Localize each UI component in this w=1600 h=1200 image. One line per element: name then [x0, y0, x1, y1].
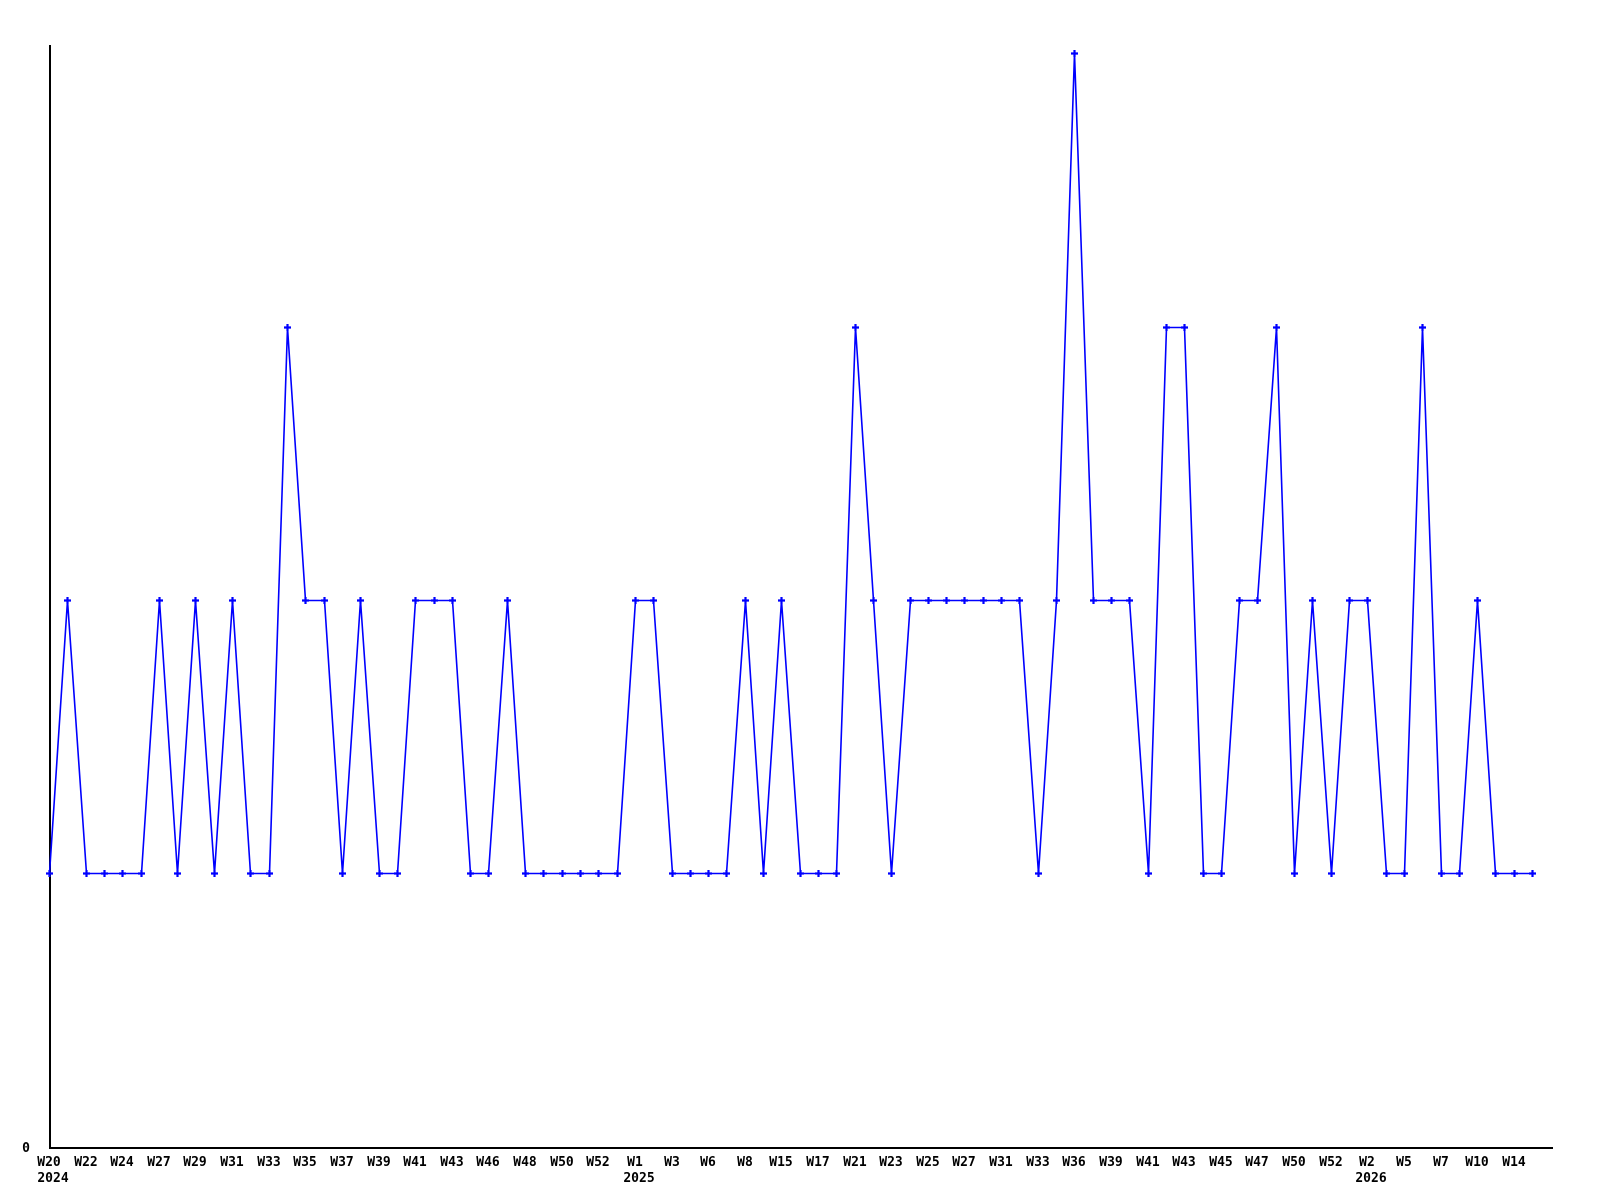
axis-lines: [49, 45, 1553, 1149]
x-tick-label: W47: [1245, 1155, 1268, 1170]
x-tick-label: W43: [1172, 1155, 1195, 1170]
x-tick-label: W21: [843, 1155, 867, 1170]
x-tick-label: W24: [110, 1155, 134, 1170]
x-tick-label: W25: [916, 1155, 939, 1170]
x-tick-label: W33: [1026, 1155, 1049, 1170]
x-tick-label: W1: [627, 1155, 643, 1170]
x-tick-label: W46: [476, 1155, 500, 1170]
data-point-markers: [46, 50, 1536, 877]
x-tick-label: W8: [737, 1155, 753, 1170]
year-label: 2026: [1355, 1171, 1386, 1186]
x-tick-label: W6: [700, 1155, 716, 1170]
x-tick-label: W45: [1209, 1155, 1232, 1170]
year-label: 2024: [37, 1171, 68, 1186]
data-polyline: [48, 53, 1533, 875]
x-tick-label: W36: [1062, 1155, 1086, 1170]
x-tick-label: W2: [1359, 1155, 1375, 1170]
x-tick-label: W17: [806, 1155, 829, 1170]
x-tick-label: W52: [586, 1155, 609, 1170]
x-tick-label: W20: [37, 1155, 61, 1170]
x-tick-label: W31: [220, 1155, 244, 1170]
year-label: 2025: [623, 1171, 654, 1186]
x-tick-label: W37: [330, 1155, 353, 1170]
x-tick-label: W39: [1099, 1155, 1122, 1170]
x-tick-label: W31: [989, 1155, 1013, 1170]
y-zero-label: 0: [22, 1141, 30, 1156]
x-tick-label: W35: [293, 1155, 316, 1170]
x-tick-label: W15: [769, 1155, 792, 1170]
x-tick-label: W33: [257, 1155, 280, 1170]
x-tick-label: W22: [74, 1155, 97, 1170]
x-tick-label: W3: [664, 1155, 680, 1170]
x-tick-label: W7: [1433, 1155, 1449, 1170]
x-tick-label: W5: [1396, 1155, 1412, 1170]
x-tick-label: W29: [183, 1155, 206, 1170]
x-tick-label: W43: [440, 1155, 463, 1170]
x-tick-label: W27: [952, 1155, 975, 1170]
x-tick-label: W48: [513, 1155, 537, 1170]
x-tick-label: W27: [147, 1155, 170, 1170]
x-tick-label: W52: [1319, 1155, 1342, 1170]
x-tick-label: W23: [879, 1155, 902, 1170]
x-tick-label: W14: [1502, 1155, 1526, 1170]
x-tick-label: W50: [1282, 1155, 1306, 1170]
x-tick-label: W41: [403, 1155, 427, 1170]
x-tick-label: W50: [550, 1155, 574, 1170]
x-tick-label: W39: [367, 1155, 390, 1170]
x-tick-label: W41: [1136, 1155, 1160, 1170]
x-tick-label: W10: [1465, 1155, 1489, 1170]
